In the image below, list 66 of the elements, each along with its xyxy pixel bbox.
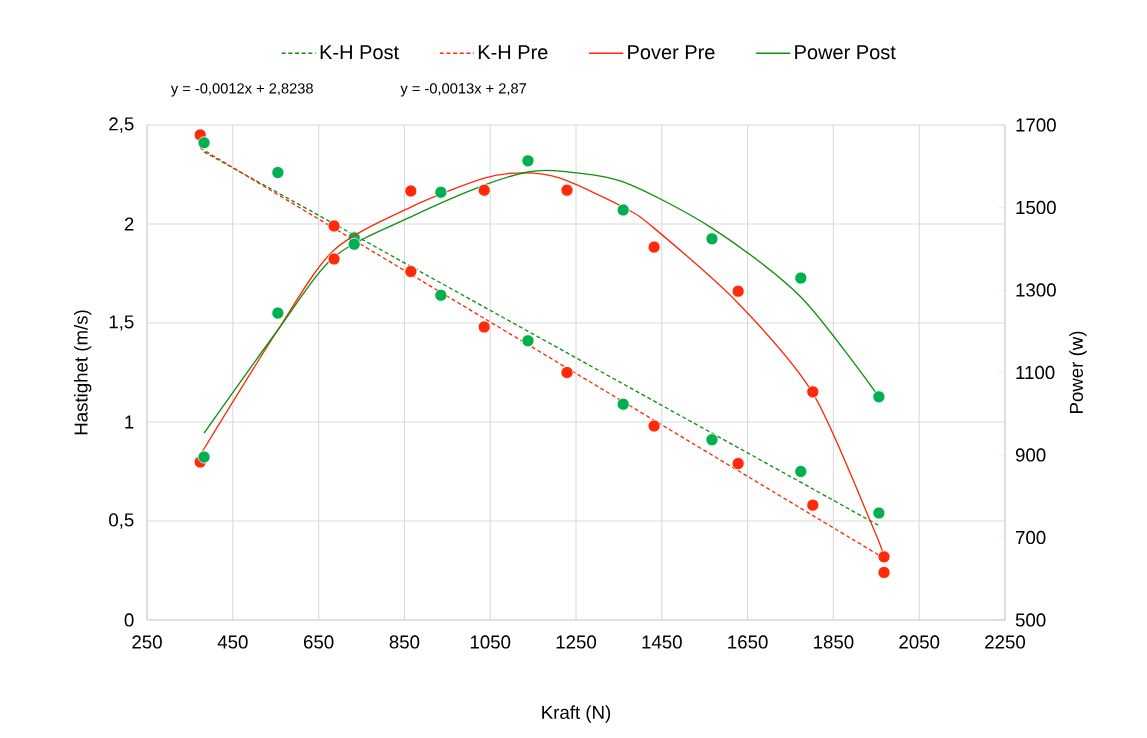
x-tick-label: 2050 xyxy=(899,635,940,649)
point xyxy=(271,306,285,320)
legend-label: Power Post xyxy=(795,45,896,60)
x-tick-label: 1650 xyxy=(728,635,768,649)
text: y = -0,0013x + 2,87 xyxy=(400,83,527,97)
x-tick-label: 450 xyxy=(217,635,248,649)
point xyxy=(197,136,211,150)
text: y = -0,0012x + 2,8238 xyxy=(170,83,313,97)
y2-tick-label: 500 xyxy=(1015,613,1046,627)
point xyxy=(404,265,418,278)
y-axis-title: Hastighet (m/s) xyxy=(73,310,92,435)
x-axis-title: Kraft (N) xyxy=(542,705,611,723)
point xyxy=(521,154,535,168)
y2-tick-label: 900 xyxy=(1015,448,1046,462)
legend-label: K-H Post xyxy=(320,45,399,60)
point xyxy=(434,185,448,199)
point xyxy=(477,183,491,197)
point xyxy=(877,550,891,564)
point xyxy=(560,366,574,379)
point xyxy=(521,334,535,348)
y-tick-label: 1,5 xyxy=(109,315,134,331)
x-tick-label: 850 xyxy=(389,635,420,649)
point xyxy=(731,284,745,298)
y-tick-label: 1 xyxy=(125,415,134,429)
point xyxy=(560,183,574,197)
y-tick-label: 0,5 xyxy=(109,513,134,529)
point xyxy=(647,419,661,433)
x-tick-label: 1250 xyxy=(556,635,597,649)
point xyxy=(271,166,285,179)
y2-tick-label: 1700 xyxy=(1016,118,1056,132)
point xyxy=(872,390,886,404)
point xyxy=(347,237,361,251)
point xyxy=(327,219,341,233)
y2-tick-label: 1500 xyxy=(1016,200,1056,215)
point xyxy=(616,203,630,217)
point xyxy=(877,566,891,579)
point xyxy=(647,240,661,254)
x-tick-label: 650 xyxy=(303,635,334,649)
point xyxy=(872,506,886,520)
point xyxy=(404,184,418,198)
point xyxy=(705,232,719,246)
y2-axis-title: Power (w) xyxy=(1069,331,1087,413)
y-tick-label: 2 xyxy=(124,217,134,231)
x-tick-label: 1850 xyxy=(814,635,854,649)
point xyxy=(477,320,491,334)
point xyxy=(434,288,448,302)
point xyxy=(327,252,341,266)
point xyxy=(731,457,745,470)
y-tick-label: 2,5 xyxy=(109,117,134,133)
y2-tick-label: 1300 xyxy=(1016,283,1056,297)
x-tick-label: 1450 xyxy=(642,635,682,649)
point xyxy=(794,465,808,478)
legend-label: Pover Pre xyxy=(628,45,715,60)
point xyxy=(794,271,808,285)
point xyxy=(806,498,820,512)
x-tick-label: 250 xyxy=(132,635,162,649)
x-tick-label: 1050 xyxy=(470,635,511,649)
y2-tick-label: 1100 xyxy=(1016,365,1055,380)
y2-tick-label: 700 xyxy=(1016,530,1046,545)
point xyxy=(705,433,719,447)
y-tick-label: 0 xyxy=(124,613,134,627)
point xyxy=(806,385,820,399)
legend-label: K-H Pre xyxy=(478,45,548,60)
point xyxy=(197,450,211,464)
x-tick-label: 2250 xyxy=(985,635,1026,649)
point xyxy=(616,397,630,411)
